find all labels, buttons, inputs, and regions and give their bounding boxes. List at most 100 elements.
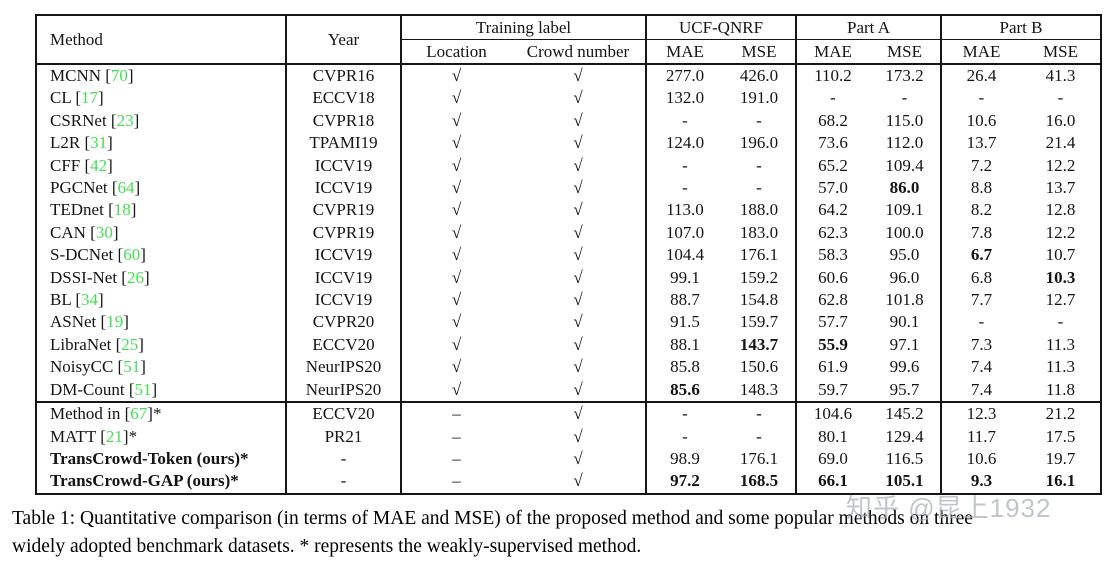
metric-value: 58.3 <box>795 244 869 267</box>
metric-value: 154.8 <box>739 290 779 310</box>
crowd-number-mark: √ <box>573 133 583 153</box>
metric-value: 66.1 <box>795 470 869 494</box>
metric-value: - <box>795 87 869 110</box>
metric-value: 90.1 <box>889 312 920 332</box>
citation-link[interactable]: 21 <box>105 426 123 446</box>
table-row: L2R [31] TPAMI19 √ √ 124.0 196.0 73.6 112.0 13.7… <box>36 132 1101 155</box>
year-cell: ICCV19 <box>285 244 401 267</box>
citation-link[interactable]: 34 <box>81 290 99 310</box>
method-name: CL [17] <box>50 88 104 108</box>
crowd-number-mark: √ <box>573 426 583 446</box>
table-row: TransCrowd-Token (ours)* - – √ 98.9 176.1 69.0… <box>36 447 1101 471</box>
metric-value: 11.3 <box>1045 334 1076 354</box>
year-cell: CVPR16 <box>285 64 401 88</box>
location-mark: √ <box>400 221 511 245</box>
col-group-part-a: Part A <box>795 15 941 40</box>
table-row: S-DCNet [60] ICCV19 √ √ 104.4 176.1 58.3 95.0 6.… <box>36 244 1101 267</box>
metric-value: 115.0 <box>885 110 924 130</box>
metric-value: 91.5 <box>645 311 723 334</box>
metric-value: 176.1 <box>739 245 779 265</box>
metric-value: 88.1 <box>645 333 723 357</box>
citation-link[interactable]: 31 <box>90 133 108 153</box>
year-cell: PR21 <box>285 425 401 448</box>
metric-value: - <box>645 401 723 426</box>
year-cell: CVPR18 <box>285 109 401 133</box>
location-mark: – <box>400 447 511 471</box>
crowd-number-mark: √ <box>573 178 583 198</box>
metric-value: 62.3 <box>795 221 869 245</box>
metric-value: 21.2 <box>1021 401 1101 426</box>
metric-value: 7.4 <box>940 356 1021 379</box>
metric-value: 17.5 <box>1045 426 1076 446</box>
metric-value: 41.3 <box>1045 66 1076 85</box>
citation-link[interactable]: 23 <box>116 110 134 130</box>
metric-value: 59.7 <box>795 378 869 403</box>
citation-link[interactable]: 26 <box>126 267 144 287</box>
year-cell: NeurIPS20 <box>285 378 401 403</box>
metric-value: 26.4 <box>940 64 1021 88</box>
year-cell: ECCV20 <box>285 401 401 426</box>
location-mark: √ <box>400 132 511 155</box>
metric-value: 112.0 <box>885 133 924 153</box>
metric-value: 10.6 <box>940 109 1021 133</box>
metric-value: 196.0 <box>739 133 779 153</box>
citation-link[interactable]: 30 <box>95 222 113 242</box>
metric-value: 7.7 <box>940 289 1021 312</box>
crowd-number-mark: √ <box>573 245 583 265</box>
citation-link[interactable]: 17 <box>81 88 99 108</box>
metric-value: 12.2 <box>1045 155 1076 175</box>
metric-value: 173.2 <box>885 66 924 85</box>
col-group-training-label: Training label <box>400 15 646 40</box>
citation-link[interactable]: 51 <box>123 357 141 377</box>
metric-value: 11.8 <box>1045 379 1076 399</box>
results-table: Method Year Training label UCF-QNRF Part… <box>35 14 1102 495</box>
table-row: TEDnet [18] CVPR19 √ √ 113.0 188.0 64.2 109.1 8.… <box>36 199 1101 222</box>
col-group-part-b: Part B <box>940 15 1101 40</box>
metric-value: 96.0 <box>889 267 920 287</box>
method-name: BL [34] <box>50 290 104 310</box>
crowd-number-mark: √ <box>573 471 583 491</box>
table-row: DSSI-Net [26] ICCV19 √ √ 99.1 159.2 60.6 96.0 6.… <box>36 266 1101 290</box>
metric-value: - <box>756 110 762 130</box>
metric-value: 12.7 <box>1045 290 1076 310</box>
table-row: MCNN [70] CVPR16 √ √ 277.0 426.0 110.2 173.2 26.… <box>36 64 1101 88</box>
citation-link[interactable]: 60 <box>123 245 141 265</box>
metric-value: - <box>901 88 908 108</box>
location-mark: √ <box>400 289 511 312</box>
year-cell: NeurIPS20 <box>285 356 401 379</box>
citation-link[interactable]: 64 <box>117 178 135 198</box>
metric-value: 7.3 <box>940 333 1021 357</box>
year-cell: ECCV20 <box>285 333 401 357</box>
location-mark: √ <box>400 109 511 133</box>
location-mark: √ <box>400 333 511 357</box>
citation-link[interactable]: 70 <box>110 66 128 85</box>
method-name: CSRNet [23] <box>50 110 140 130</box>
method-name: DM-Count [51] <box>50 379 158 399</box>
metric-value: - <box>1057 312 1064 332</box>
metric-value: 150.6 <box>739 357 779 377</box>
table-row: CAN [30] CVPR19 √ √ 107.0 183.0 62.3 100.0 7.8 12… <box>36 221 1101 245</box>
crowd-number-mark: √ <box>573 357 583 377</box>
citation-link[interactable]: 67 <box>130 404 148 424</box>
col-header-partb-mae: MAE <box>940 39 1021 65</box>
metric-value: 13.7 <box>940 132 1021 155</box>
metric-value: 113.0 <box>645 199 723 222</box>
metric-value: - <box>756 426 762 446</box>
citation-link[interactable]: 42 <box>90 155 108 175</box>
year-cell: ICCV19 <box>285 154 401 178</box>
metric-value: 10.7 <box>1045 245 1076 265</box>
metric-value: 159.7 <box>739 312 779 332</box>
citation-link[interactable]: 51 <box>134 379 152 399</box>
metric-value: 99.1 <box>645 266 723 290</box>
location-mark: √ <box>400 244 511 267</box>
table-row: CSRNet [23] CVPR18 √ √ - -68.2 115.0 10.6 16.0 <box>36 109 1101 133</box>
col-header-ucf-mae: MAE <box>645 39 723 65</box>
crowd-number-mark: √ <box>573 155 583 175</box>
caption-line-1: Table 1: Quantitative comparison (in ter… <box>12 508 973 529</box>
citation-link[interactable]: 19 <box>106 312 124 332</box>
metric-value: 12.2 <box>1045 222 1076 242</box>
method-name: L2R [31] <box>50 133 113 153</box>
citation-link[interactable]: 25 <box>121 334 139 354</box>
metric-value: 124.0 <box>645 132 723 155</box>
citation-link[interactable]: 18 <box>113 200 131 220</box>
